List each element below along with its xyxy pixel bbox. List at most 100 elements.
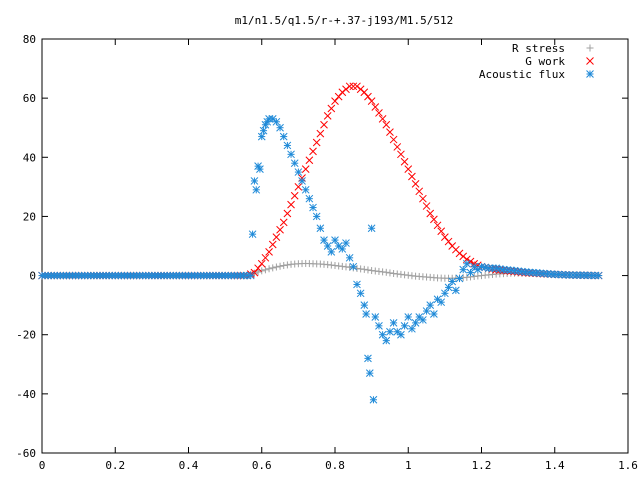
data-point <box>272 263 280 271</box>
data-point <box>287 200 295 209</box>
x-tick-label: 1.2 <box>472 459 492 472</box>
data-point <box>591 271 599 280</box>
data-point <box>338 245 347 253</box>
data-point <box>259 126 268 135</box>
data-point <box>323 242 332 250</box>
data-point <box>268 240 277 249</box>
data-point <box>437 298 446 307</box>
data-point <box>294 168 303 176</box>
data-point <box>298 177 306 185</box>
ticks: 0 0.2 0.4 0.6 0.8 1 1.2 1.4 1.6 -60 -40 -20 0 20 40 60 8… <box>16 33 638 472</box>
data-point <box>404 313 413 321</box>
data-point <box>265 265 273 273</box>
x-tick-label: 0.6 <box>252 459 272 472</box>
data-point <box>583 271 592 280</box>
data-point <box>248 230 257 239</box>
data-point <box>400 321 409 330</box>
data-point <box>327 104 336 113</box>
series-acoustic-flux <box>38 114 603 404</box>
data-point <box>455 274 464 283</box>
data-point <box>283 141 292 150</box>
x-tick-label: 1.6 <box>618 459 638 472</box>
data-point <box>301 185 310 194</box>
data-point <box>360 88 369 97</box>
data-point <box>360 265 368 273</box>
data-point <box>334 92 343 101</box>
data-point <box>276 262 284 270</box>
data-point <box>290 159 299 168</box>
legend-label: Acoustic flux <box>479 68 565 81</box>
data-point <box>316 129 325 138</box>
data-point <box>305 156 314 165</box>
data-point <box>323 112 332 120</box>
data-point <box>437 227 446 236</box>
data-point <box>258 267 266 275</box>
data-point <box>250 177 259 185</box>
data-point <box>426 301 435 309</box>
data-point <box>360 301 369 309</box>
data-point <box>353 280 361 289</box>
data-point <box>342 239 350 247</box>
data-point <box>378 330 387 339</box>
data-point <box>441 289 449 298</box>
y-tick-label: 40 <box>23 151 36 164</box>
data-point <box>365 369 374 378</box>
series-g-work <box>38 82 603 280</box>
chart-title: m1/n1.5/q1.5/r-+.37-j193/M1.5/512 <box>235 14 454 27</box>
data-point <box>419 316 427 324</box>
data-point <box>269 264 277 272</box>
data-point <box>369 395 378 404</box>
legend-marker <box>586 70 594 78</box>
data-point <box>503 266 511 274</box>
data-point <box>320 236 328 244</box>
x-tick-label: 0.4 <box>179 459 199 472</box>
data-point <box>279 132 288 141</box>
x-tick-label: 0.8 <box>325 459 345 472</box>
data-point <box>382 120 391 129</box>
data-point <box>444 237 453 246</box>
data-point <box>400 157 409 166</box>
data-point <box>283 209 292 218</box>
data-point <box>371 313 380 321</box>
data-point <box>309 203 317 212</box>
data-point <box>246 271 255 280</box>
x-tick-label: 1 <box>405 459 412 472</box>
data-point <box>316 224 325 233</box>
data-point <box>386 269 394 277</box>
data-point <box>312 138 321 147</box>
data-point <box>283 261 291 269</box>
data-point <box>378 114 387 123</box>
data-point <box>364 266 372 274</box>
data-point <box>543 269 552 278</box>
marks <box>38 82 603 404</box>
data-point <box>257 259 266 268</box>
data-point <box>279 218 288 227</box>
y-tick-label: -20 <box>16 329 36 342</box>
x-tick-label: 0 <box>39 459 46 472</box>
data-point <box>441 233 449 241</box>
data-point <box>422 202 431 210</box>
data-point <box>528 268 537 277</box>
data-point <box>331 236 339 244</box>
data-point <box>261 253 270 262</box>
data-point <box>345 253 354 262</box>
data-point <box>280 262 288 270</box>
data-point <box>272 233 281 241</box>
y-tick-label: 80 <box>23 33 36 46</box>
data-point <box>426 209 435 218</box>
data-point <box>459 265 468 274</box>
data-point <box>367 224 376 233</box>
data-point <box>349 82 358 91</box>
data-point <box>312 212 321 221</box>
data-point <box>276 123 284 132</box>
data-point <box>356 289 365 298</box>
data-point <box>261 266 269 274</box>
data-point <box>375 321 383 330</box>
data-point <box>331 97 339 105</box>
data-point <box>371 103 380 111</box>
data-point <box>488 264 497 273</box>
data-point <box>362 310 370 318</box>
data-point <box>320 120 328 129</box>
